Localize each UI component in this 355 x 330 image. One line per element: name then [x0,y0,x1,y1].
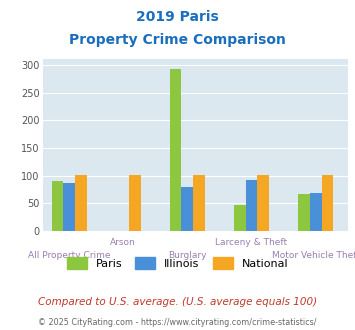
Bar [322,175,333,231]
Bar [298,194,310,231]
Bar [181,187,193,231]
Bar [129,175,141,231]
Text: Arson: Arson [110,238,136,247]
Bar [170,69,181,231]
Text: All Property Crime: All Property Crime [28,251,111,260]
Text: Burglary: Burglary [168,251,207,260]
Bar [246,180,257,231]
Text: 2019 Paris: 2019 Paris [136,10,219,24]
Bar [64,183,75,231]
Bar [310,193,322,231]
Bar [234,205,246,231]
Bar [257,175,269,231]
Text: Motor Vehicle Theft: Motor Vehicle Theft [272,251,355,260]
Bar [75,175,87,231]
Text: © 2025 CityRating.com - https://www.cityrating.com/crime-statistics/: © 2025 CityRating.com - https://www.city… [38,318,317,327]
Bar [193,175,205,231]
Text: Property Crime Comparison: Property Crime Comparison [69,33,286,47]
Text: Compared to U.S. average. (U.S. average equals 100): Compared to U.S. average. (U.S. average … [38,297,317,307]
Bar [52,181,64,231]
Legend: Paris, Illinois, National: Paris, Illinois, National [62,253,293,273]
Text: Larceny & Theft: Larceny & Theft [215,238,288,247]
